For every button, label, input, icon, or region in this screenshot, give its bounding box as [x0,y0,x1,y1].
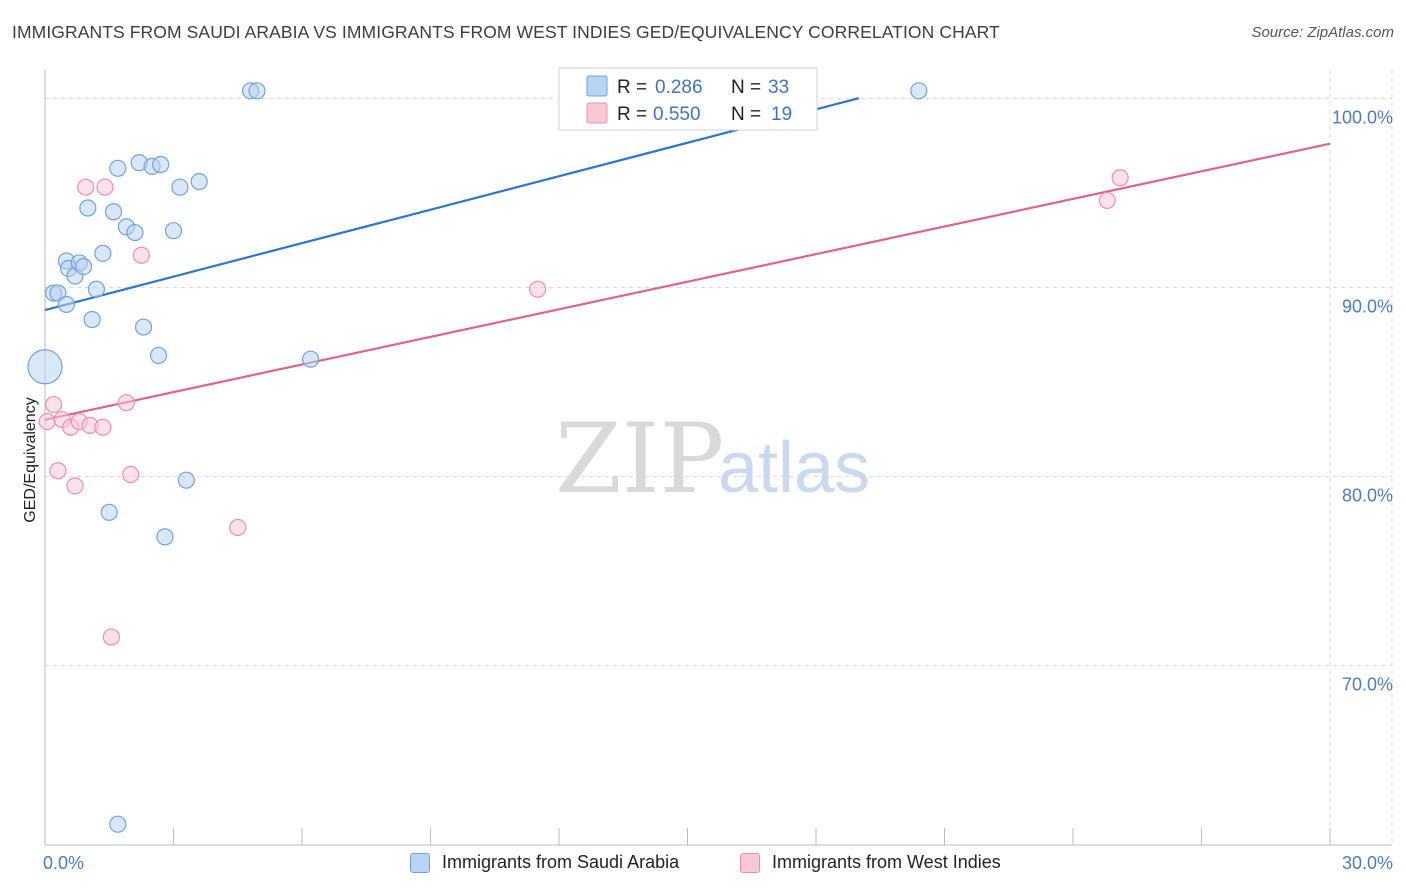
blue-data-point [95,245,111,261]
watermark-atlas: atlas [718,428,870,508]
blue-data-point [106,204,122,220]
legend-n-label: N = [731,104,761,125]
trend-lines [45,98,1330,420]
y-tick-label: 100.0% [1332,107,1393,127]
legend-n-value: 19 [771,104,792,125]
blue-data-point [911,83,927,99]
pink-data-point [95,419,111,435]
blue-data-point [110,160,126,176]
legend-n-value: 33 [768,77,789,98]
blue-data-point [58,296,74,312]
blue-data-point [84,312,100,328]
pink-data-point [46,397,62,413]
blue-data-point [249,83,265,99]
pink-data-point [123,467,139,483]
y-axis-title: GED/Equivalency [22,397,39,522]
scatter-plot: ZIP atlas 100.0%90.0%80.0%70.0%0.0% 30.0%… [0,0,1406,892]
blue-data-point [127,225,143,241]
pink-data-point [1099,192,1115,208]
blue-data-point [178,472,194,488]
pink-data-point [103,629,119,645]
pink-data-point [118,395,134,411]
blue-data-point [101,504,117,520]
blue-data-point [80,200,96,216]
legend-r-value: 0.286 [655,77,703,98]
blue-data-point [151,347,167,363]
pink-data-point [78,179,94,195]
blue-data-point [136,319,152,335]
legend-label-west-indies: Immigrants from West Indies [772,852,1001,873]
pink-trend-line [45,144,1330,420]
stats-legend: R = 0.286 N = 33 R = 0.550 N = 19 [559,68,817,130]
blue-data-point [153,157,169,173]
blue-data-point [157,529,173,545]
pink-data-point [67,478,83,494]
y-tick-label: 70.0% [1342,674,1393,694]
pink-data-point [97,179,113,195]
y-tick-label: 90.0% [1342,296,1393,316]
blue-data-point [191,174,207,190]
pink-data-point [133,247,149,263]
watermark: ZIP atlas [555,403,870,515]
pink-data-point [39,414,55,430]
pink-data-point [1112,170,1128,186]
blue-data-point [172,179,188,195]
legend-r-label: R = [617,77,647,98]
watermark-zip: ZIP [555,403,724,515]
legend-swatch-pink [740,853,760,873]
legend-n-label: N = [731,77,761,98]
blue-data-point [166,223,182,239]
pink-data-point [530,281,546,297]
legend-r-value: 0.550 [653,104,701,125]
blue-data-point [28,350,62,384]
blue-data-point [76,259,92,275]
legend-item-west-indies[interactable]: Immigrants from West Indies [740,852,1001,873]
blue-data-point [303,351,319,367]
legend-label-saudi-arabia: Immigrants from Saudi Arabia [442,852,679,873]
y-tick-label: 80.0% [1342,485,1393,505]
blue-data-point [88,281,104,297]
blue-data-point [110,816,126,832]
legend-swatch-blue [410,853,430,873]
pink-data-point [230,519,246,535]
series-legend: Immigrants from Saudi Arabia Immigrants … [0,852,1406,878]
legend-r-label: R = [617,104,647,125]
legend-item-saudi-arabia[interactable]: Immigrants from Saudi Arabia [410,852,679,873]
legend-blue-swatch [587,76,607,96]
pink-data-point [50,463,66,479]
legend-pink-swatch [587,103,607,123]
